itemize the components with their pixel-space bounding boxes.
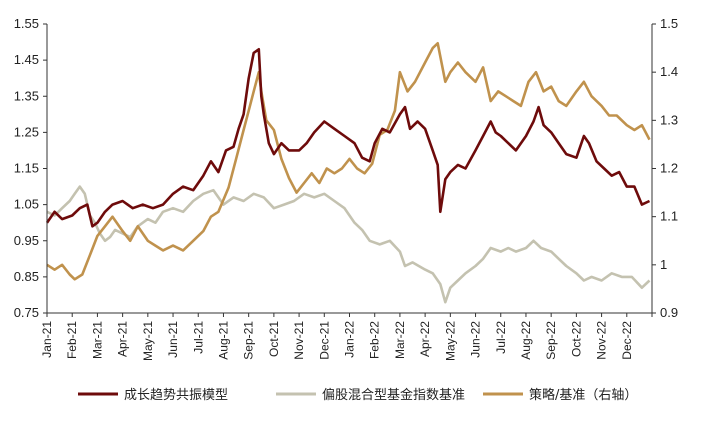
y-left-tick-label: 1.55: [14, 16, 39, 31]
y-right-tick-label: 1.2: [660, 161, 678, 176]
y-right-tick-label: 1.3: [660, 112, 678, 127]
x-tick-label: Jul-21: [191, 321, 205, 354]
x-tick-label: Aug-22: [519, 321, 533, 360]
legend-label-1: 偏股混合型基金指数基准: [322, 387, 465, 403]
y-left-tick-label: 1.35: [14, 88, 39, 103]
y-right-tick-label: 1: [660, 257, 667, 272]
y-left-tick-label: 0.85: [14, 269, 39, 284]
x-tick-label: Jun-22: [469, 321, 483, 358]
series-line-0: [45, 48, 651, 228]
y-right-tick-label: 1.4: [660, 64, 678, 79]
series-group: [45, 42, 651, 304]
y-left-tick-label: 1.45: [14, 52, 39, 67]
x-tick-label: Sep-21: [242, 321, 256, 360]
x-tick-label: Apr-22: [418, 321, 432, 357]
x-tick-label: Jul-22: [494, 321, 508, 354]
y-left-tick-label: 0.95: [14, 233, 39, 248]
x-tick-label: Dec-21: [317, 321, 331, 360]
y-right-tick-label: 1.1: [660, 209, 678, 224]
x-tick-label: May-21: [141, 321, 155, 361]
x-tick-label: Aug-21: [216, 321, 230, 360]
x-tick-label: May-22: [443, 321, 457, 361]
series-line-1: [46, 185, 651, 304]
y-left-tick-label: 1.15: [14, 161, 39, 176]
y-right-tick-label: 0.9: [660, 305, 678, 320]
x-tick-label: Nov-21: [292, 321, 306, 360]
x-tick-label: Feb-22: [368, 321, 382, 359]
x-tick-label: Mar-21: [90, 321, 104, 359]
x-tick-label: Apr-21: [116, 321, 130, 357]
x-tick-label: Jan-22: [343, 321, 357, 358]
x-tick-label: Nov-22: [595, 321, 609, 360]
x-tick-label: Dec-22: [620, 321, 634, 360]
series-line-2: [46, 42, 651, 281]
y-left-tick-label: 1.25: [14, 124, 39, 139]
legend-label-0: 成长趋势共振模型: [124, 387, 228, 403]
x-tick-label: Sep-22: [544, 321, 558, 360]
y-right-tick-label: 1.5: [660, 16, 678, 31]
y-left-tick-label: 1.05: [14, 197, 39, 212]
legend: 成长趋势共振模型 偏股混合型基金指数基准 策略/基准（右轴）: [78, 387, 637, 403]
x-tick-label: Oct-22: [569, 321, 583, 357]
x-tick-label: Feb-21: [65, 321, 79, 359]
x-tick-label: Mar-22: [393, 321, 407, 359]
x-tick-label: Jan-21: [40, 321, 54, 358]
y-left-tick-label: 0.75: [14, 305, 39, 320]
x-tick-label: Oct-21: [267, 321, 281, 357]
axes-group: 0.75 0.85 0.95 1.05 1.15 1.25 1.35 1.45 1.55 0.9 1…: [14, 16, 678, 361]
x-tick-label: Jun-21: [166, 321, 180, 358]
legend-label-2: 策略/基准（右轴）: [529, 387, 637, 403]
